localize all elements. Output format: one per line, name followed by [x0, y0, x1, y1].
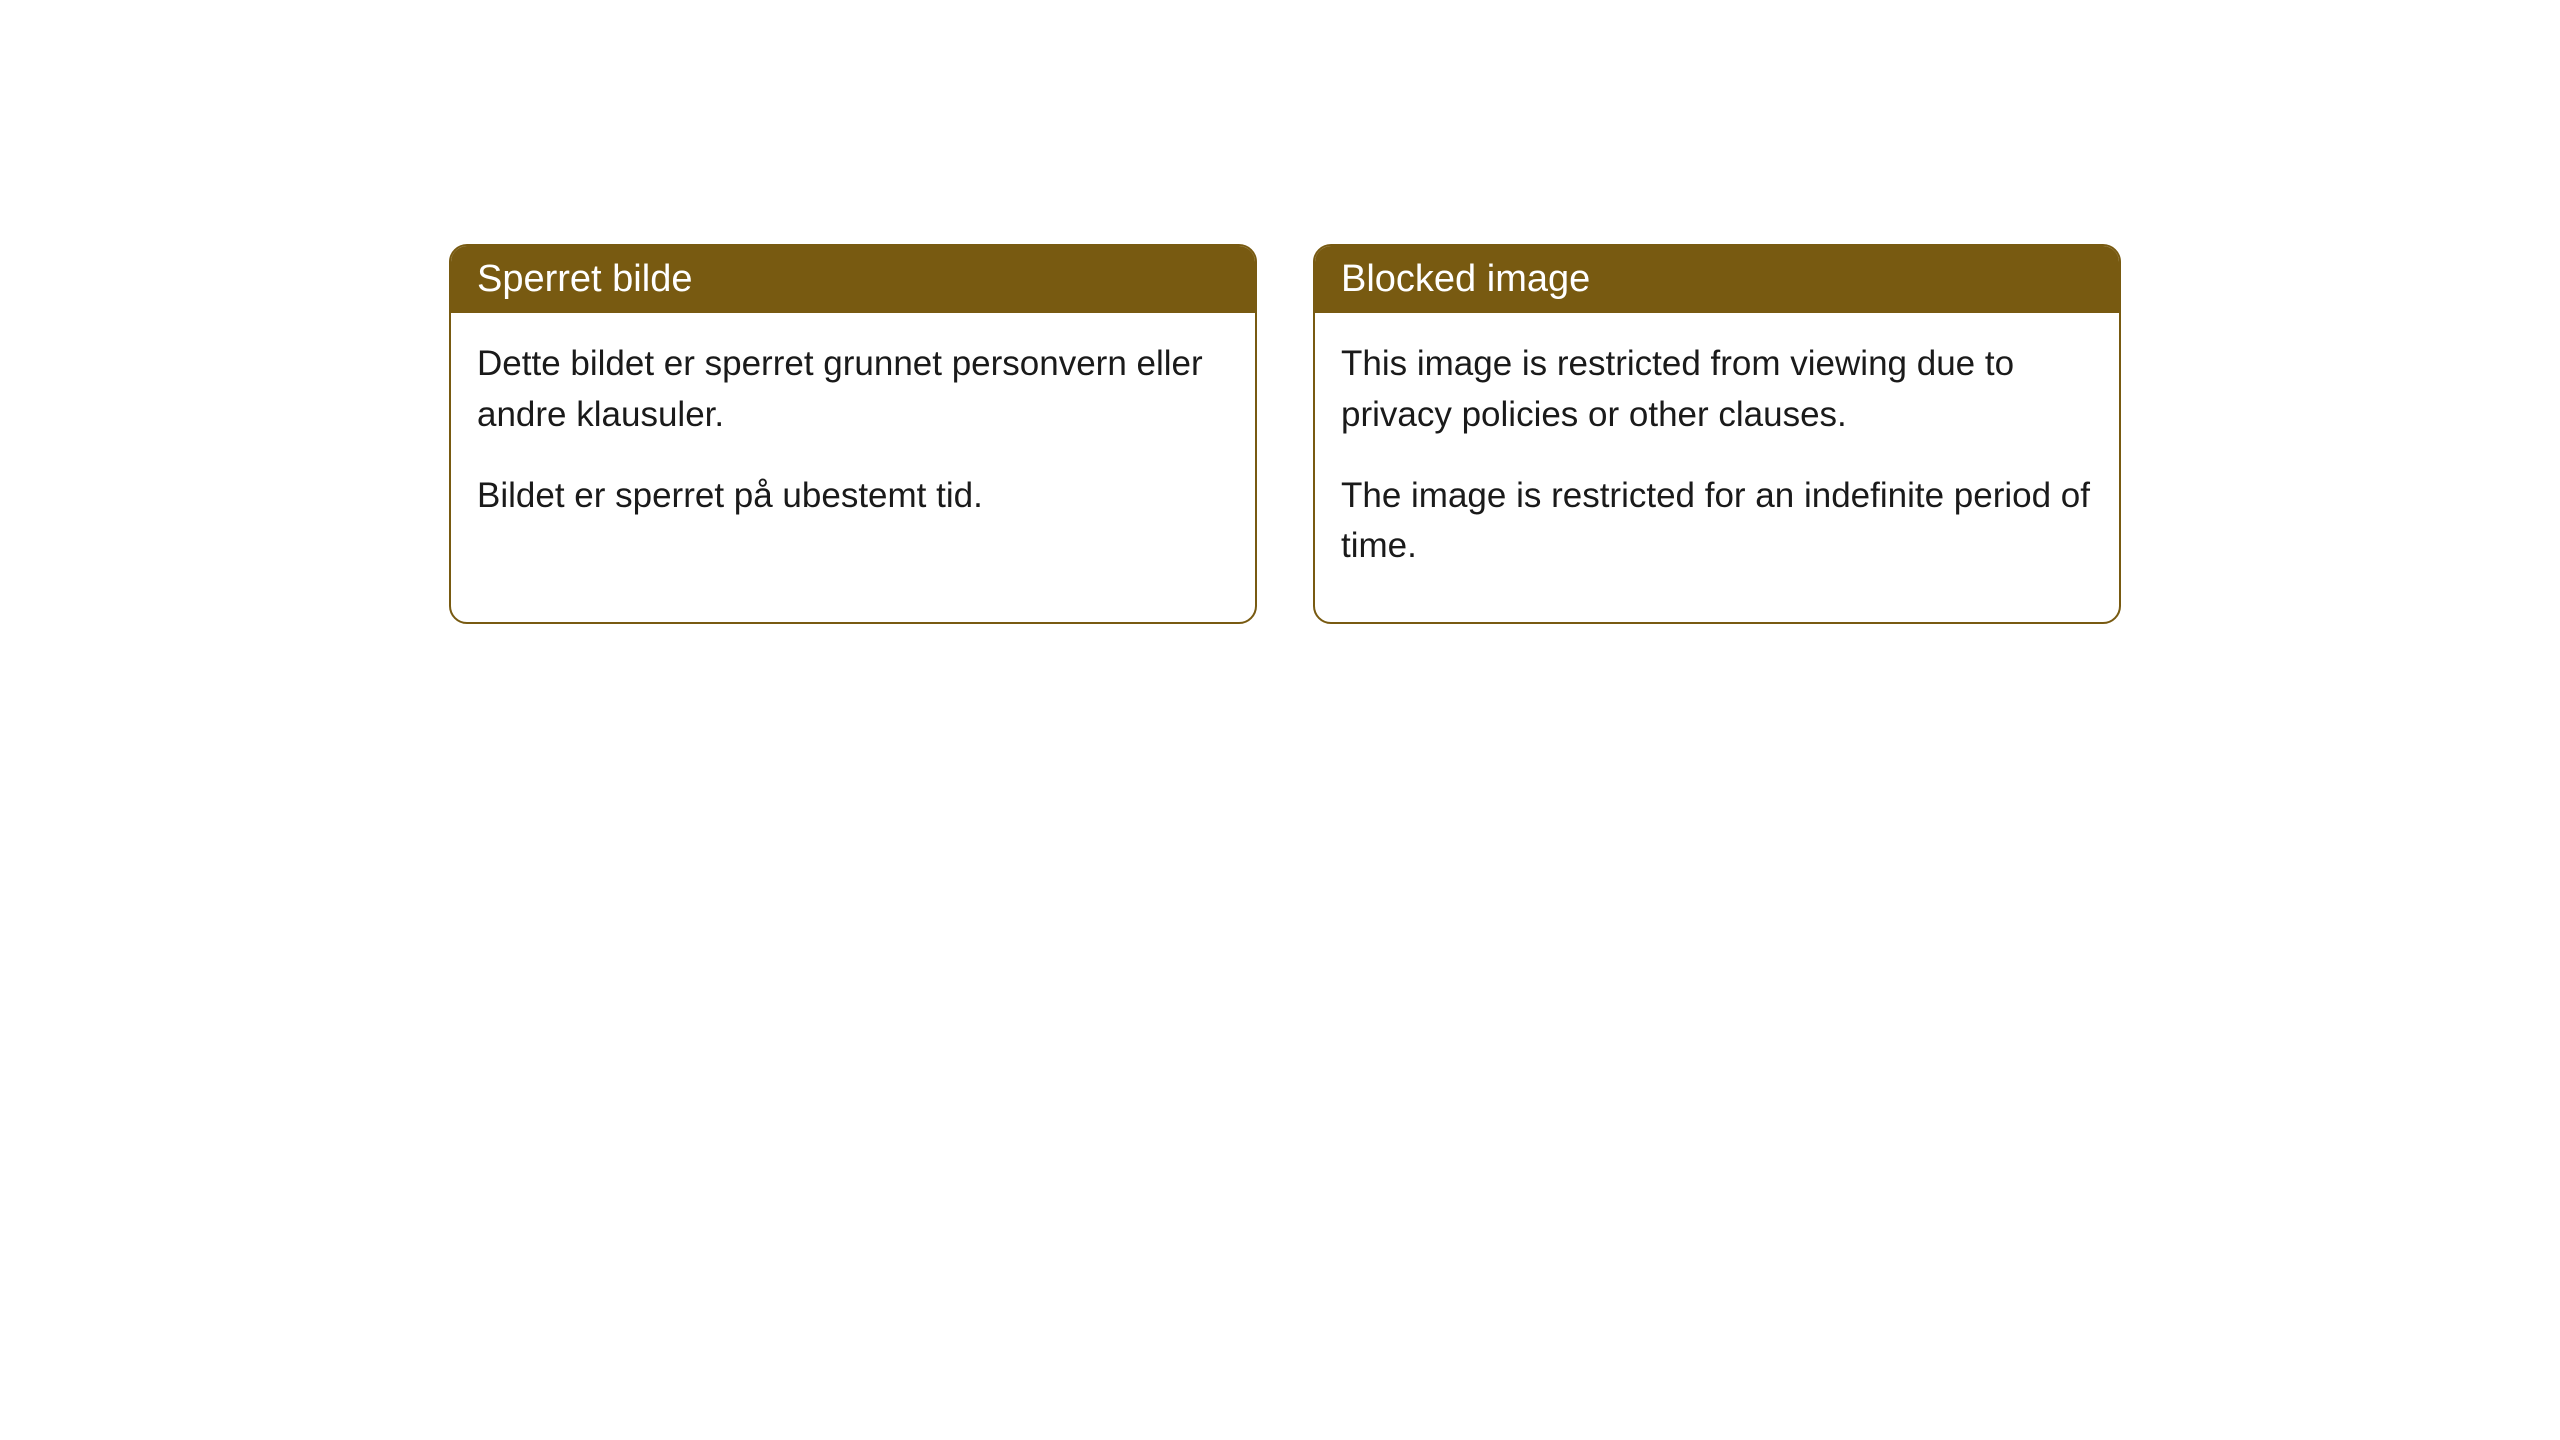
cards-container: Sperret bilde Dette bildet er sperret gr… — [449, 244, 2121, 624]
card-paragraph: The image is restricted for an indefinit… — [1341, 471, 2093, 573]
card-paragraph: This image is restricted from viewing du… — [1341, 339, 2093, 441]
card-header-norwegian: Sperret bilde — [451, 246, 1255, 313]
card-body-norwegian: Dette bildet er sperret grunnet personve… — [451, 313, 1255, 571]
card-title: Blocked image — [1341, 258, 1590, 300]
card-header-english: Blocked image — [1315, 246, 2119, 313]
card-english: Blocked image This image is restricted f… — [1313, 244, 2121, 624]
card-paragraph: Dette bildet er sperret grunnet personve… — [477, 339, 1229, 441]
card-title: Sperret bilde — [477, 258, 692, 300]
card-paragraph: Bildet er sperret på ubestemt tid. — [477, 471, 1229, 522]
card-body-english: This image is restricted from viewing du… — [1315, 313, 2119, 622]
card-norwegian: Sperret bilde Dette bildet er sperret gr… — [449, 244, 1257, 624]
